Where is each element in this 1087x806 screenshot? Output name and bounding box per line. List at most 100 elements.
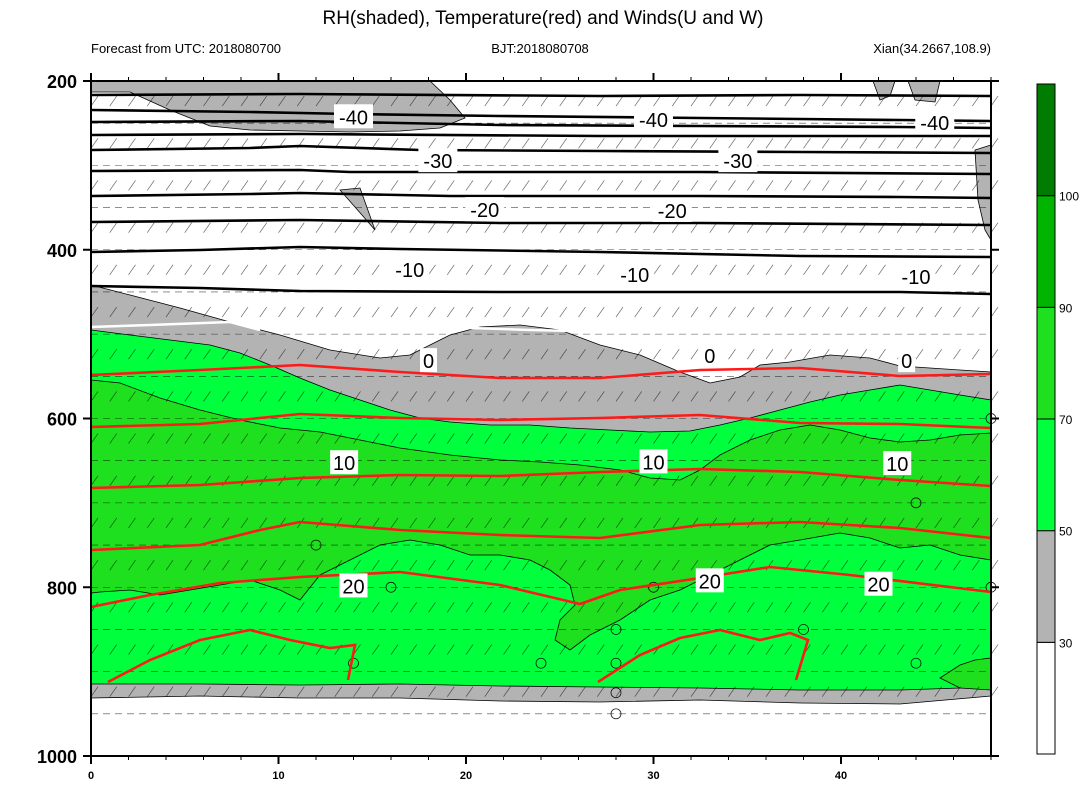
wind-barb	[690, 264, 699, 276]
wind-barb	[390, 559, 399, 571]
wind-barb	[334, 349, 343, 360]
wind-barb	[278, 349, 286, 360]
wind-barb	[934, 138, 943, 149]
wind-barb	[615, 433, 624, 444]
wind-barb	[296, 686, 305, 697]
wind-barb	[596, 602, 605, 613]
wind-barb	[184, 686, 193, 697]
rh-patch-top-right	[872, 80, 896, 101]
temp-contour-red	[90, 565, 992, 609]
calm-marker	[610, 708, 622, 720]
wind-barb	[915, 306, 924, 318]
wind-barb	[184, 95, 193, 107]
wind-barb	[184, 433, 193, 444]
wind-barb	[353, 602, 361, 613]
wind-barb	[465, 222, 474, 233]
temp-contour-red	[90, 363, 992, 380]
wind-barb	[746, 349, 755, 360]
wind-barb	[690, 475, 699, 486]
wind-barb	[446, 306, 455, 318]
wind-barb	[878, 559, 886, 571]
wind-barb	[128, 517, 136, 529]
x-tick-label: 20	[460, 770, 472, 782]
wind-barb	[90, 138, 99, 149]
wind-barb	[803, 686, 811, 697]
wind-barb	[334, 517, 343, 529]
wind-barb	[503, 391, 511, 402]
wind-barb	[203, 349, 211, 360]
wind-barb	[146, 349, 155, 360]
wind-barb	[109, 222, 118, 233]
wind-barb	[371, 391, 380, 402]
wind-barb	[578, 95, 586, 107]
wind-barb	[221, 644, 230, 655]
wind-barb	[428, 559, 436, 571]
wind-barb	[728, 686, 736, 697]
wind-barb	[128, 349, 136, 360]
wind-barb	[559, 686, 568, 697]
wind-barb	[803, 264, 811, 276]
x-tick-label: 30	[647, 770, 659, 782]
wind-barb	[90, 306, 99, 318]
wind-barb	[465, 644, 474, 655]
wind-barb	[409, 222, 418, 233]
wind-barb	[634, 559, 643, 571]
wind-barb	[971, 602, 980, 613]
wind-barb	[709, 433, 718, 444]
wind-barb	[484, 222, 493, 233]
wind-barb	[934, 602, 943, 613]
colorbar-tick-label: 100	[1059, 190, 1079, 204]
wind-barb	[896, 138, 905, 149]
wind-barb	[971, 95, 980, 107]
wind-barb	[278, 95, 286, 107]
wind-barb	[446, 686, 455, 697]
wind-barb	[803, 559, 811, 571]
contour-label-black: -30	[423, 151, 452, 173]
wind-barb	[296, 602, 305, 613]
calm-marker	[610, 657, 622, 669]
wind-barb	[315, 433, 324, 444]
wind-barb	[671, 391, 680, 402]
calm-marker	[910, 657, 922, 669]
wind-barb	[296, 306, 305, 318]
wind-barb	[953, 138, 961, 149]
wind-barb	[784, 349, 793, 360]
wind-barb	[503, 686, 511, 697]
wind-barb	[128, 391, 136, 402]
wind-barb	[203, 391, 211, 402]
wind-barb	[278, 475, 286, 486]
wind-barb	[296, 559, 305, 571]
wind-barb	[653, 95, 661, 107]
wind-barb	[953, 433, 961, 444]
wind-barb	[971, 433, 980, 444]
wind-barb	[484, 433, 493, 444]
wind-barb	[184, 222, 193, 233]
wind-barb	[371, 95, 380, 107]
wind-barb	[240, 686, 249, 697]
wind-barb	[840, 349, 849, 360]
wind-barb	[859, 686, 868, 697]
colorbar-tick-label: 50	[1059, 525, 1073, 539]
wind-barb	[615, 391, 624, 402]
wind-barb	[653, 180, 661, 191]
wind-barb	[540, 475, 549, 486]
wind-barb	[634, 644, 643, 655]
wind-barb	[953, 517, 961, 529]
wind-barb	[446, 180, 455, 191]
wind-barb	[671, 559, 680, 571]
wind-barb	[840, 138, 849, 149]
wind-barb	[784, 264, 793, 276]
wind-barb	[371, 306, 380, 318]
contour-label-red: 10	[333, 453, 355, 475]
wind-barb	[840, 433, 849, 444]
wind-barb	[184, 180, 193, 191]
wind-barb	[803, 433, 811, 444]
wind-barb	[296, 349, 305, 360]
wind-barb	[896, 644, 905, 655]
contour-label-bg	[652, 197, 692, 222]
wind-barb	[934, 306, 943, 318]
wind-barb	[109, 517, 118, 529]
wind-barb	[128, 264, 136, 276]
wind-barb	[259, 433, 268, 444]
wind-barb	[296, 264, 305, 276]
